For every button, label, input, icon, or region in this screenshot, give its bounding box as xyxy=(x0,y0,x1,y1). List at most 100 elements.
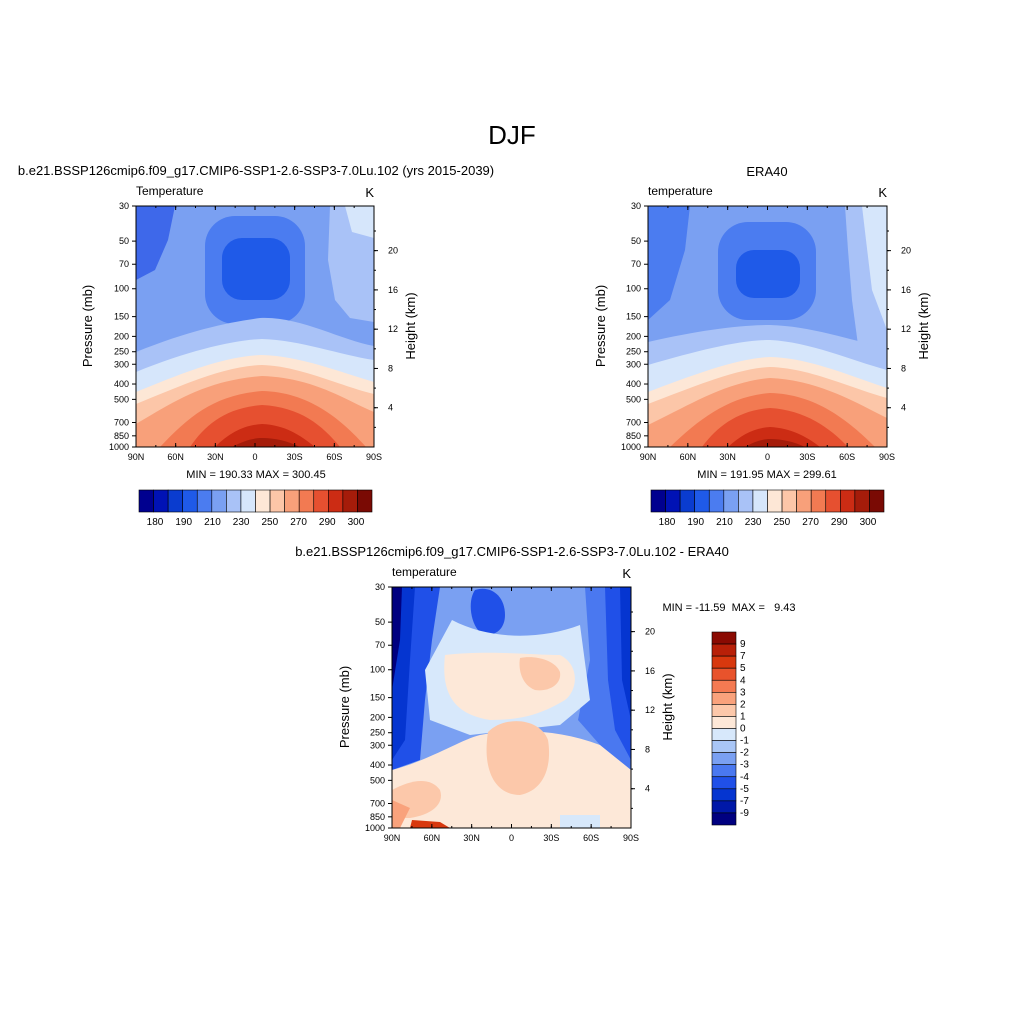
colorbar-label: 180 xyxy=(147,517,164,528)
y-tick-label: 850 xyxy=(114,431,129,441)
y-tick-label: 200 xyxy=(626,331,641,341)
y-tick-label: 500 xyxy=(114,394,129,404)
colorbar-swatch xyxy=(182,489,198,513)
y-tick-label: 70 xyxy=(631,259,641,269)
colorbar-label: -4 xyxy=(740,772,749,783)
colorbar-swatch xyxy=(752,489,768,513)
y2-axis-label: Height (km) xyxy=(916,292,931,359)
colorbar-swatch xyxy=(711,776,737,790)
x-tick-label: 90N xyxy=(128,452,145,462)
y-tick-label: 30 xyxy=(375,582,385,592)
stats-label: MIN = 191.95 MAX = 299.61 xyxy=(697,469,836,481)
x-tick-label: 90N xyxy=(384,833,401,843)
colorbar-swatch xyxy=(342,489,358,513)
colorbar-swatch xyxy=(138,489,154,513)
stats-label: MIN = 190.33 MAX = 300.45 xyxy=(186,469,325,481)
colorbar-swatch xyxy=(284,489,300,513)
y2-tick-label: 12 xyxy=(388,324,398,334)
y2-tick-label: 20 xyxy=(388,246,398,256)
colorbar-swatch xyxy=(298,489,315,513)
colorbar-label: 270 xyxy=(290,517,307,528)
y-tick-label: 700 xyxy=(626,417,641,427)
x-tick-label: 30S xyxy=(799,452,815,462)
y-tick-label: 850 xyxy=(370,812,385,822)
colorbar-swatch xyxy=(711,740,737,753)
x-tick-label: 60S xyxy=(839,452,855,462)
colorbar-label: -3 xyxy=(740,760,749,771)
x-tick-label: 0 xyxy=(509,833,514,843)
colorbar-swatch xyxy=(767,489,783,513)
colorbar-label: 230 xyxy=(745,517,762,528)
colorbar-label: 250 xyxy=(774,517,791,528)
colorbar-swatch xyxy=(196,489,213,513)
colorbar-swatch xyxy=(781,489,797,513)
variable-label: temperature xyxy=(648,184,713,198)
x-tick-label: 30N xyxy=(463,833,480,843)
x-tick-label: 60N xyxy=(167,452,184,462)
x-tick-label: 60N xyxy=(424,833,441,843)
x-tick-label: 60S xyxy=(583,833,599,843)
colorbar-label: 250 xyxy=(262,517,279,528)
colorbar-label: 230 xyxy=(233,517,250,528)
colorbar-swatch xyxy=(167,489,183,513)
colorbar-swatch xyxy=(211,489,227,513)
y-tick-label: 100 xyxy=(626,284,641,294)
y-tick-label: 500 xyxy=(626,394,641,404)
x-tick-label: 0 xyxy=(765,452,770,462)
y-axis-label: Pressure (mb) xyxy=(337,666,352,748)
colorbar-label: 180 xyxy=(659,517,676,528)
y-tick-label: 250 xyxy=(626,347,641,357)
y-tick-label: 100 xyxy=(370,665,385,675)
colorbar-swatch xyxy=(711,716,737,729)
y-tick-label: 50 xyxy=(375,617,385,627)
colorbar: 180 190 210 230 250 270 290 300 xyxy=(138,489,373,528)
y-tick-label: 250 xyxy=(114,347,129,357)
x-tick-label: 30S xyxy=(287,452,303,462)
colorbar-swatch xyxy=(711,788,737,802)
y2-tick-label: 20 xyxy=(901,246,911,256)
y-tick-label: 30 xyxy=(631,201,641,211)
panel-model: b.e21.BSSP126cmip6.f09_g17.CMIP6-SSP1-2.… xyxy=(18,163,494,481)
colorbar-swatch xyxy=(711,704,737,717)
colorbar-swatch xyxy=(711,764,737,778)
colorbar: 180 190 210 230 250 270 290 300 xyxy=(650,489,885,528)
y2-tick-label: 4 xyxy=(901,403,906,413)
colorbar-swatch xyxy=(711,728,737,741)
colorbar-swatch xyxy=(723,489,739,513)
y-tick-label: 70 xyxy=(375,640,385,650)
colorbar-label: 290 xyxy=(831,517,848,528)
colorbar-label: -7 xyxy=(740,796,749,807)
y2-tick-label: 12 xyxy=(645,705,655,715)
stats-label: MIN = -11.59 MAX = 9.43 xyxy=(662,602,795,614)
y-tick-label: 150 xyxy=(626,312,641,322)
y2-axis-label: Height (km) xyxy=(660,673,675,740)
variable-label: Temperature xyxy=(136,184,204,198)
colorbar-label: 210 xyxy=(716,517,733,528)
x-tick-label: 90S xyxy=(366,452,382,462)
x-tick-label: 30N xyxy=(719,452,736,462)
contour-field xyxy=(648,206,887,447)
y2-tick-label: 16 xyxy=(901,285,911,295)
colorbar-swatch xyxy=(711,800,737,814)
colorbar-label: 5 xyxy=(740,663,746,674)
colorbar-label: 3 xyxy=(740,687,746,698)
x-tick-label: 30N xyxy=(207,452,224,462)
panel-title: b.e21.BSSP126cmip6.f09_g17.CMIP6-SSP1-2.… xyxy=(295,544,729,559)
colorbar-swatch xyxy=(357,489,373,513)
colorbar-swatch xyxy=(255,489,271,513)
colorbar-label: -5 xyxy=(740,784,749,795)
y2-tick-label: 8 xyxy=(901,363,906,373)
panel-axes: 90N 60N 30N 0 30S 60S 90S 30 50 70 100 150 200 250 300… xyxy=(109,201,398,462)
colorbar-swatch xyxy=(679,489,695,513)
x-tick-label: 90N xyxy=(640,452,657,462)
y2-axis-label: Height (km) xyxy=(403,292,418,359)
colorbar-swatch xyxy=(650,489,666,513)
units-label: K xyxy=(365,185,374,200)
colorbar-label: 7 xyxy=(740,651,746,662)
y2-tick-label: 8 xyxy=(388,363,393,373)
axes-layer: 90N 60N 30N 0 30S 60S 90S305070100150200250300… xyxy=(109,201,911,843)
y2-tick-label: 20 xyxy=(645,627,655,637)
colorbar-label: 4 xyxy=(740,675,746,686)
units-label: K xyxy=(622,566,631,581)
